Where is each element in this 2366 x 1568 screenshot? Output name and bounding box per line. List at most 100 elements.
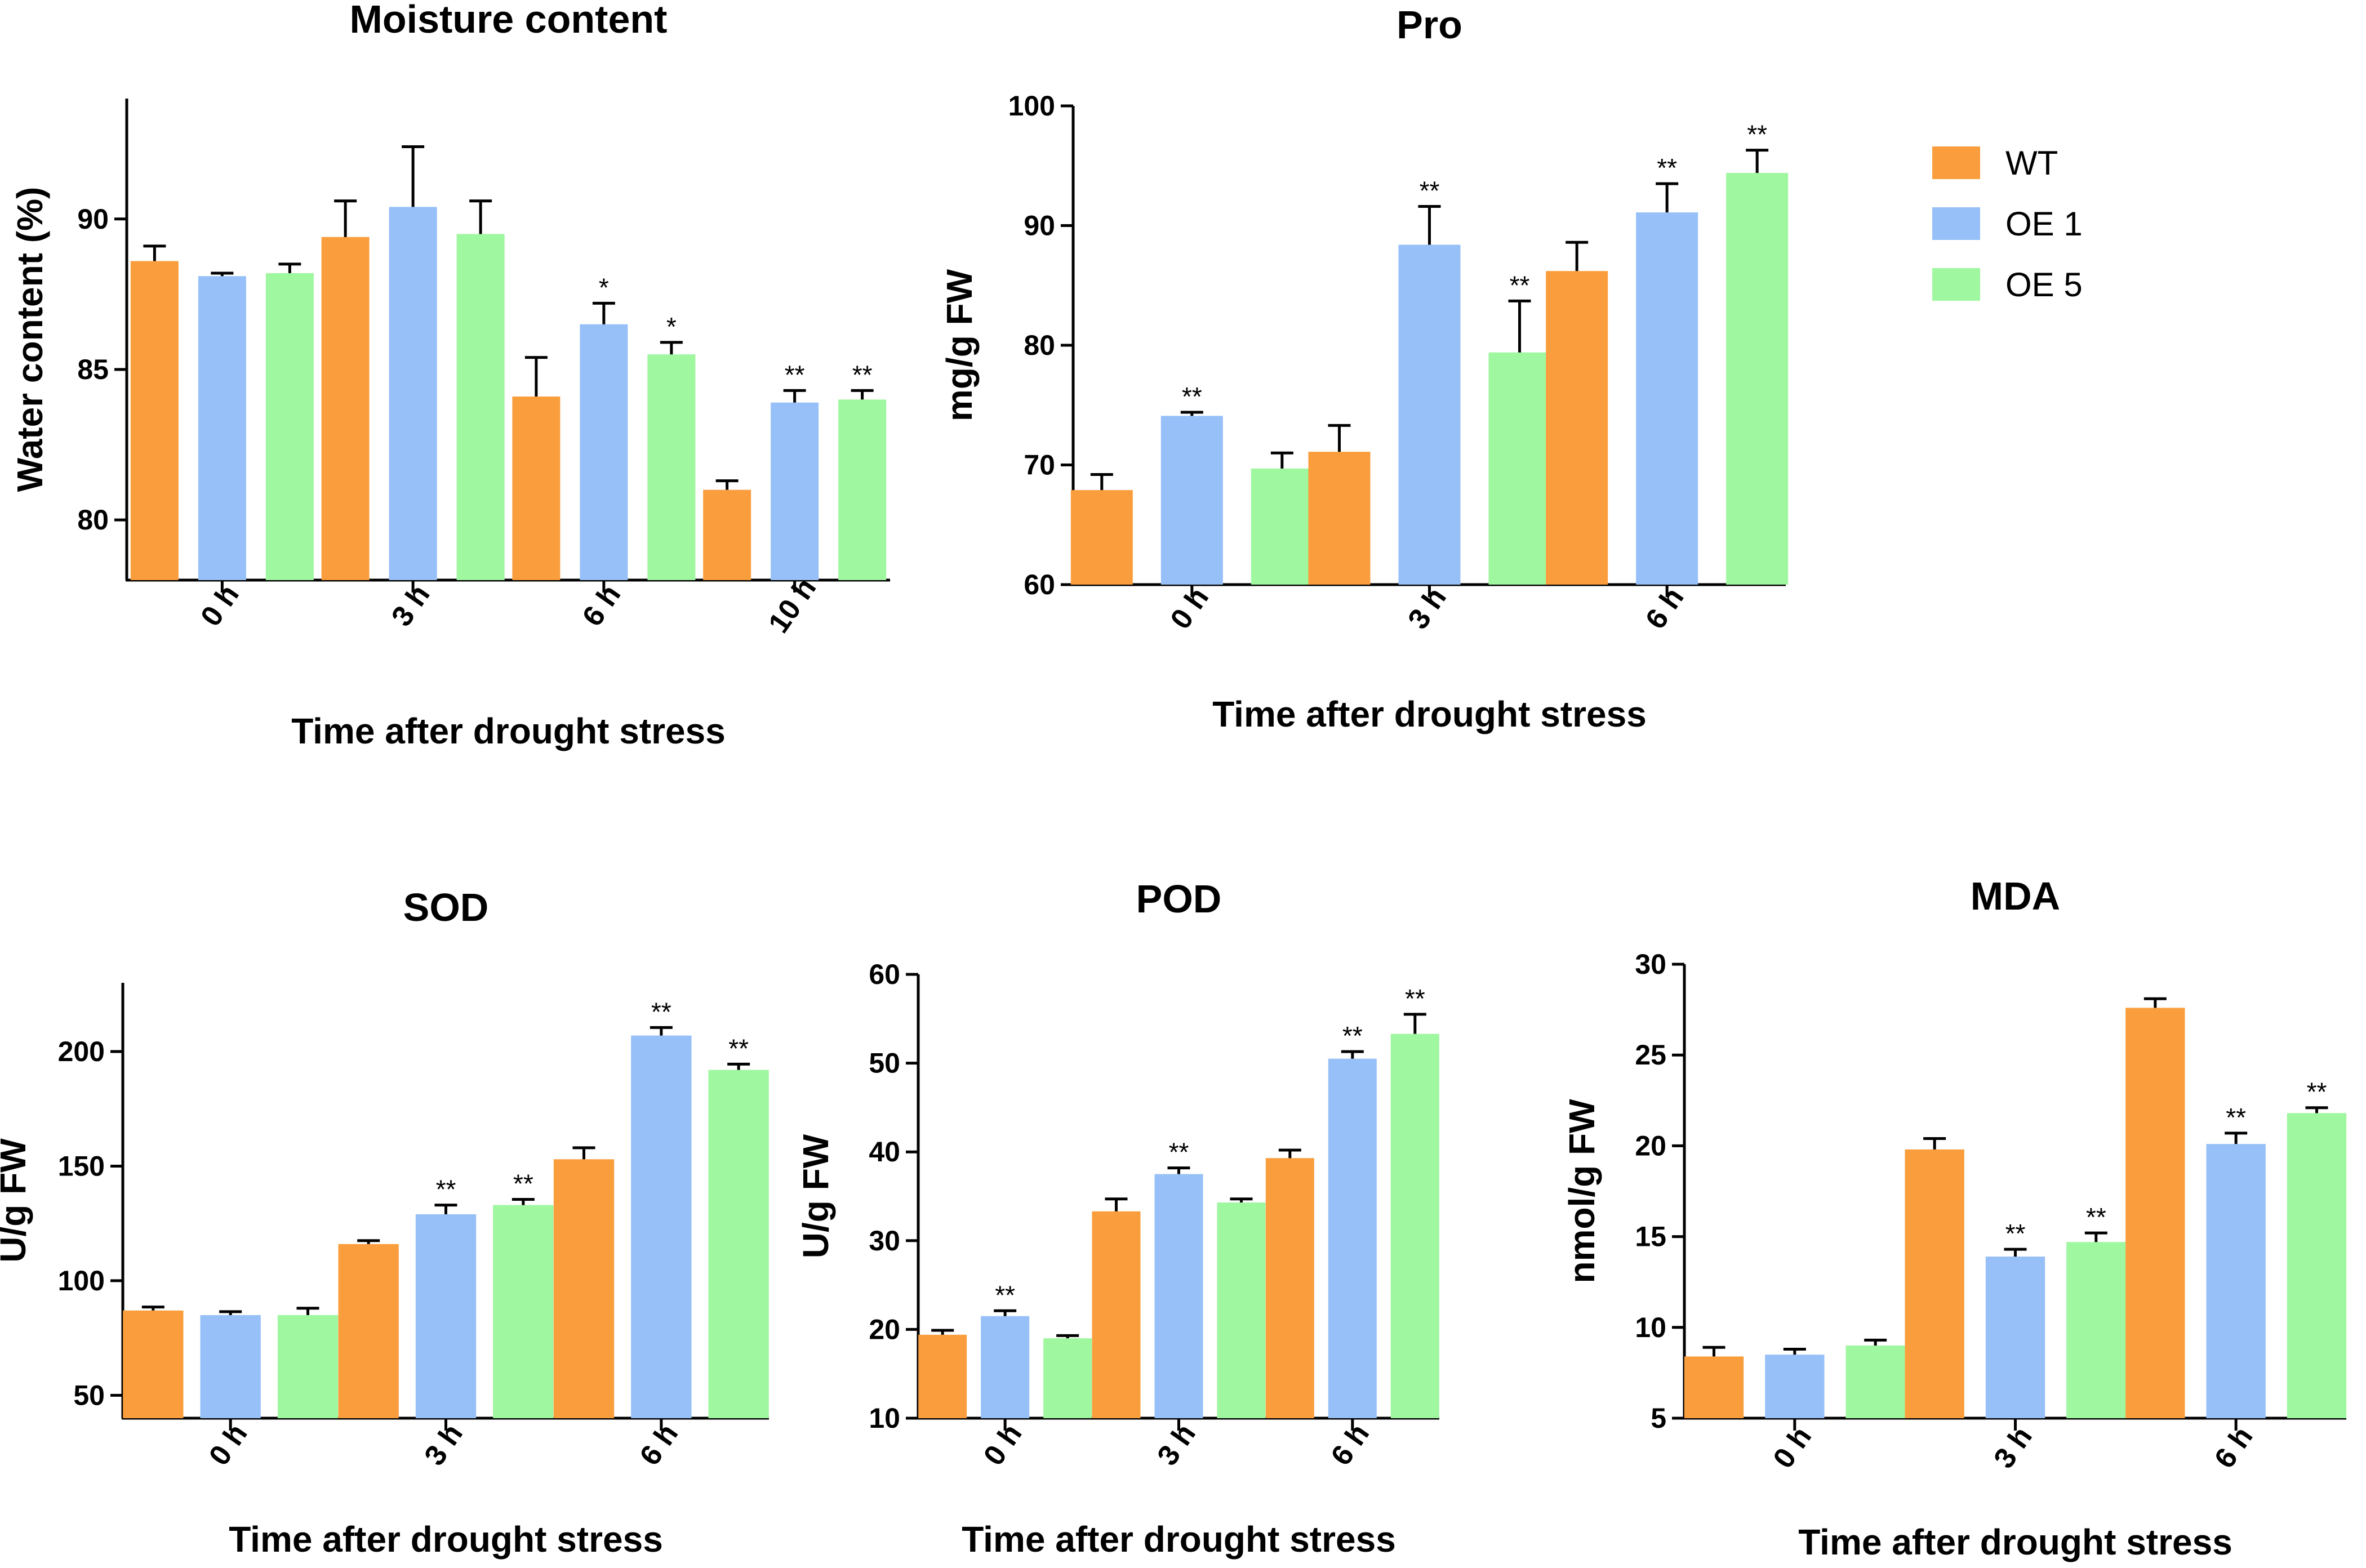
y-tick-label: 200 bbox=[58, 1036, 105, 1067]
x-tick-label: 6 h bbox=[1639, 582, 1691, 635]
y-tick-label: 80 bbox=[77, 504, 109, 536]
y-tick-label: 50 bbox=[869, 1048, 900, 1079]
bar-oe1-3h bbox=[389, 207, 437, 580]
x-tick-label: 0 h bbox=[977, 1418, 1029, 1472]
significance-label: ** bbox=[2086, 1202, 2106, 1232]
legend-label-oe1: OE 1 bbox=[2005, 205, 2083, 243]
bar-oe1-6h bbox=[2206, 1144, 2266, 1418]
significance-label: ** bbox=[852, 360, 873, 389]
chart-panel-pro: Pro 60 70 80 90 100 mg/g FW Time after drought … bbox=[939, 3, 1789, 734]
significance-label: ** bbox=[1420, 176, 1440, 206]
bar-oe5-3h bbox=[2066, 1242, 2126, 1418]
y-axis-label: mg/g FW bbox=[939, 269, 980, 421]
y-axis-label: Water content (%) bbox=[10, 187, 50, 492]
bar-wt-3h bbox=[338, 1244, 399, 1418]
x-tick-label: 3 h bbox=[1987, 1421, 2039, 1475]
x-tick-label: 3 h bbox=[418, 1418, 469, 1472]
y-tick-label: 80 bbox=[1024, 329, 1055, 361]
y-tick-label: 90 bbox=[1024, 210, 1055, 242]
bar-oe5-3h bbox=[493, 1205, 554, 1418]
significance-label: ** bbox=[728, 1034, 749, 1063]
bar-oe5-6h bbox=[2287, 1113, 2347, 1418]
x-tick-label: 3 h bbox=[385, 579, 437, 632]
bar-oe1-3h bbox=[1985, 1257, 2045, 1418]
y-axis-label: U/g FW bbox=[0, 1138, 33, 1263]
bar-wt-3h bbox=[1905, 1149, 1964, 1418]
bar-oe1-3h bbox=[1398, 244, 1461, 585]
bar-oe1-3h bbox=[415, 1214, 477, 1418]
bar-oe5-3h bbox=[456, 234, 505, 580]
bar-oe5-0h bbox=[1251, 468, 1313, 585]
significance-label: ** bbox=[2226, 1103, 2246, 1132]
y-tick-label: 25 bbox=[1635, 1039, 1666, 1071]
significance-label: ** bbox=[651, 997, 671, 1026]
bar-oe5-3h bbox=[1488, 352, 1551, 585]
significance-label: ** bbox=[2005, 1219, 2026, 1248]
x-axis-label: Time after drought stress bbox=[1798, 1522, 2232, 1562]
x-axis-label: Time after drought stress bbox=[229, 1519, 663, 1560]
legend: WT OE 1 OE 5 bbox=[1932, 144, 2083, 304]
y-tick-label: 40 bbox=[869, 1136, 900, 1168]
x-tick-label: 0 h bbox=[1767, 1421, 1818, 1475]
significance-label: ** bbox=[995, 1280, 1015, 1309]
significance-label: ** bbox=[1405, 984, 1425, 1013]
bar-wt-3h bbox=[1308, 452, 1371, 585]
bar-oe5-0h bbox=[1845, 1346, 1905, 1418]
y-tick-label: 70 bbox=[1024, 449, 1055, 481]
bar-oe5-10h bbox=[838, 399, 887, 580]
bar-oe5-6h bbox=[1390, 1034, 1439, 1418]
bar-wt-3h bbox=[1092, 1211, 1141, 1418]
significance-label: ** bbox=[1747, 120, 1767, 149]
y-tick-label: 5 bbox=[1651, 1402, 1666, 1434]
bar-oe1-0h bbox=[1765, 1355, 1825, 1418]
bar-wt-6h bbox=[512, 397, 561, 580]
significance-label: ** bbox=[1169, 1138, 1189, 1167]
significance-label: * bbox=[666, 312, 677, 341]
legend-label-oe5: OE 5 bbox=[2005, 266, 2083, 304]
chart-title: MDA bbox=[1971, 874, 2060, 918]
bar-wt-6h bbox=[2125, 1008, 2185, 1418]
chart-panel-mda: MDA 5 10 15 20 25 30 nmol/g FW Time after drough… bbox=[1562, 874, 2347, 1562]
chart-title: Pro bbox=[1397, 3, 1462, 47]
bar-oe5-6h bbox=[647, 354, 696, 580]
bar-oe1-0h bbox=[1160, 416, 1223, 585]
significance-label: ** bbox=[1182, 382, 1202, 411]
bar-oe1-6h bbox=[580, 324, 628, 580]
significance-label: ** bbox=[1657, 153, 1677, 182]
bar-wt-6h bbox=[553, 1159, 615, 1418]
x-tick-label: 3 h bbox=[1151, 1418, 1202, 1472]
y-tick-label: 60 bbox=[869, 959, 900, 990]
bar-oe5-0h bbox=[1043, 1338, 1092, 1418]
y-tick-label: 85 bbox=[77, 354, 109, 385]
x-tick-label: 6 h bbox=[634, 1418, 685, 1472]
bar-oe5-6h bbox=[1726, 173, 1789, 585]
x-axis-label: Time after drought stress bbox=[1212, 694, 1647, 734]
y-tick-label: 15 bbox=[1635, 1221, 1666, 1253]
x-tick-label: 6 h bbox=[2208, 1421, 2260, 1475]
legend-swatch-oe5 bbox=[1932, 268, 1980, 301]
y-axis-label: U/g FW bbox=[795, 1134, 836, 1258]
y-tick-label: 150 bbox=[58, 1150, 105, 1182]
y-tick-label: 100 bbox=[1008, 90, 1055, 122]
legend-swatch-wt bbox=[1932, 146, 1980, 179]
y-tick-label: 20 bbox=[1635, 1130, 1666, 1161]
bar-wt-0h bbox=[1070, 490, 1133, 585]
bar-oe1-3h bbox=[1154, 1174, 1203, 1418]
significance-label: ** bbox=[785, 360, 805, 389]
y-tick-label: 10 bbox=[869, 1402, 900, 1434]
bar-wt-6h bbox=[1265, 1158, 1314, 1418]
significance-label: ** bbox=[436, 1175, 456, 1204]
x-tick-label: 3 h bbox=[1402, 582, 1453, 635]
bar-oe1-0h bbox=[198, 276, 246, 580]
significance-label: * bbox=[599, 273, 609, 302]
y-tick-label: 30 bbox=[1635, 948, 1666, 980]
x-tick-label: 0 h bbox=[194, 579, 246, 632]
bar-wt-0h bbox=[1684, 1356, 1744, 1418]
bar-oe1-0h bbox=[981, 1316, 1030, 1418]
chart-title: POD bbox=[1136, 877, 1222, 921]
bar-oe5-3h bbox=[1217, 1202, 1266, 1418]
x-axis-label: Time after drought stress bbox=[962, 1519, 1396, 1560]
chart-panel-moisture-content: Moisture content 80 85 90 Water content (%) T… bbox=[10, 0, 890, 751]
